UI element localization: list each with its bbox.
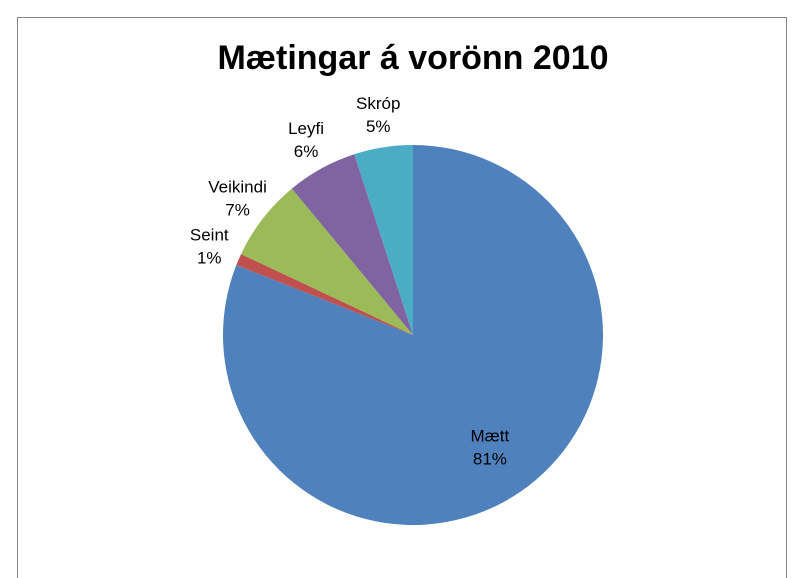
chart-title: Mætingar á vorönn 2010: [217, 39, 608, 77]
pie-slice: [291, 154, 413, 335]
pie-slice: [241, 188, 413, 335]
slice-value-label: 5%: [366, 117, 391, 136]
slice-name: Seint: [190, 225, 229, 244]
slice-value-label: 81%: [473, 450, 507, 469]
pie-slice: [354, 145, 413, 335]
slice-name: Skróp: [356, 94, 400, 113]
slice-value-label: 6%: [294, 142, 319, 161]
slice-value-label: 7%: [225, 200, 250, 219]
pie-slice: [236, 254, 413, 335]
slice-name: Mætt: [471, 427, 510, 446]
slice-name: Leyfi: [288, 119, 324, 138]
slice-name: Veikindi: [208, 177, 267, 196]
slice-value-label: 1%: [197, 248, 222, 267]
